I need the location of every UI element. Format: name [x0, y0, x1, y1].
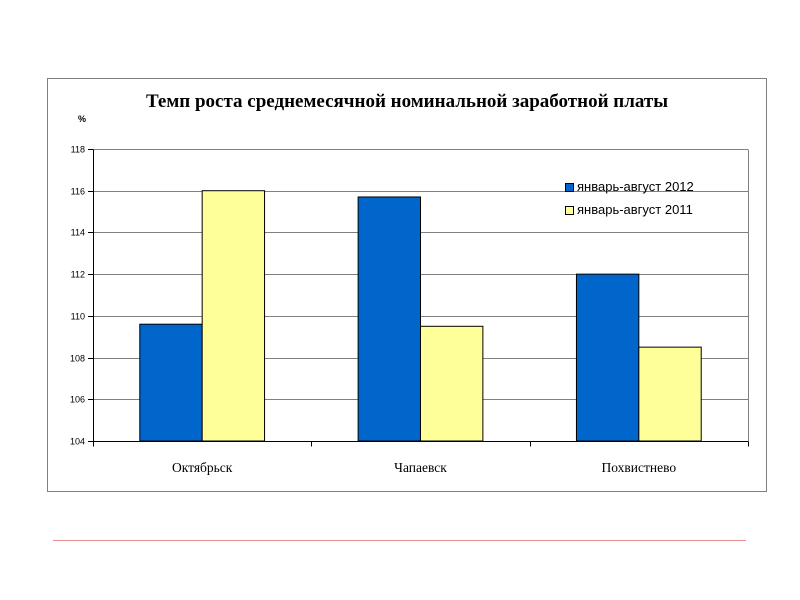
- y-tick-label: 116: [71, 187, 85, 197]
- chart-bar: [139, 323, 203, 442]
- x-tick-label: Октябрьск: [172, 460, 233, 475]
- chart-bar: [201, 190, 266, 442]
- y-tick-label: 108: [70, 354, 85, 364]
- chart-bar: [420, 325, 484, 442]
- legend-label: январь-август 2012: [577, 179, 694, 194]
- legend-swatch: [565, 183, 574, 192]
- y-axis-unit-label: %: [78, 114, 87, 124]
- chart-bar: [575, 273, 640, 442]
- chart-bar: [638, 346, 702, 442]
- y-axis: 104 106 108 110 112 114 116 118: [70, 145, 93, 447]
- legend-label: январь-август 2011: [577, 202, 693, 217]
- y-tick-label: 110: [71, 312, 85, 322]
- x-axis: Октябрьск Чапаевск Похвистнево: [93, 441, 749, 475]
- y-tick-label: 118: [71, 145, 85, 155]
- divider-line: [53, 540, 746, 541]
- bars: [139, 190, 702, 442]
- chart-title: Темп роста среднемесячной номинальной за…: [145, 91, 669, 112]
- y-tick-label: 104: [70, 437, 85, 447]
- legend-swatch: [565, 206, 574, 215]
- chart-bar: [357, 196, 421, 442]
- chart-frame: Темп роста среднемесячной номинальной за…: [47, 78, 767, 492]
- bar-chart: 104 106 108 110 112 114 116 118 Октябрьск Чапаевс…: [70, 145, 749, 475]
- y-tick-label: 112: [71, 270, 85, 280]
- legend: январь-август 2012 январь-август 2011: [565, 179, 694, 217]
- x-tick-label: Похвистнево: [602, 460, 677, 475]
- y-tick-label: 106: [70, 395, 85, 405]
- y-tick-label: 114: [71, 228, 85, 238]
- x-tick-label: Чапаевск: [394, 460, 447, 475]
